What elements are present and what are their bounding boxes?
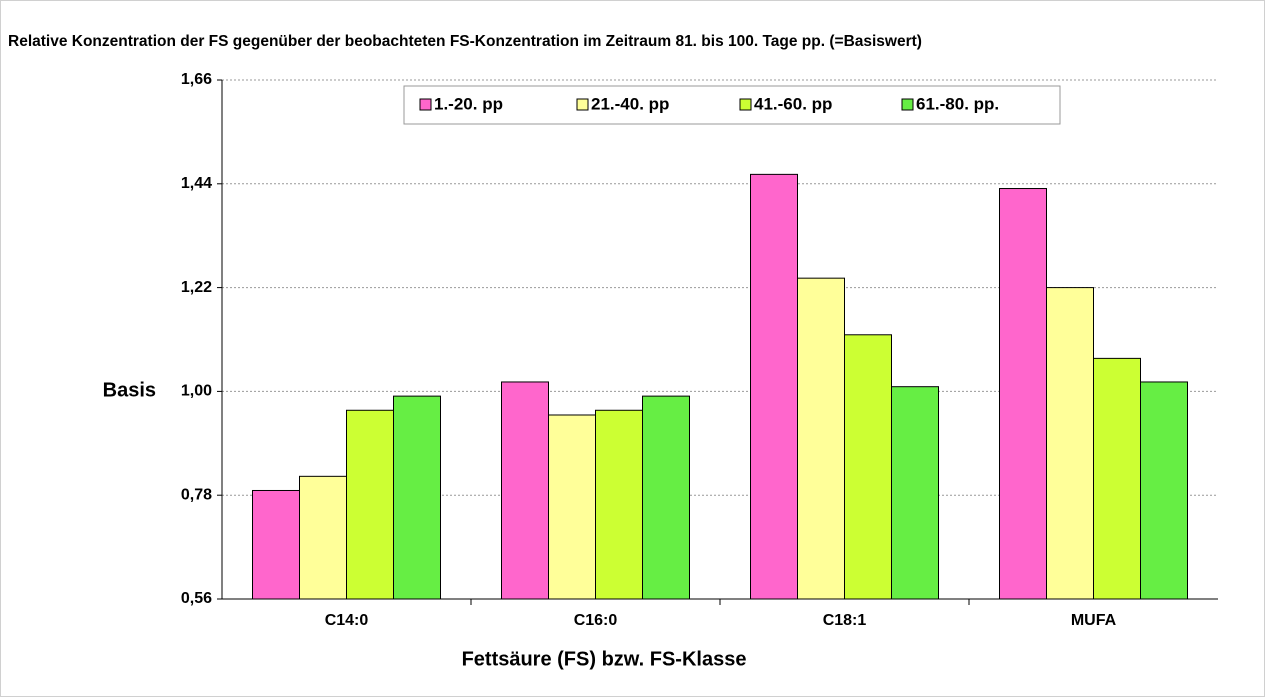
bar [595, 409, 643, 600]
y-axis-title: Basis [103, 380, 156, 402]
legend-label: 61.-80. pp. [916, 94, 999, 113]
bar [393, 395, 441, 600]
bar [797, 277, 845, 600]
x-tick-label: C16:0 [574, 612, 618, 629]
y-tick-label: 0,56 [181, 590, 212, 607]
bar [346, 409, 394, 600]
legend-label: 21.-40. pp [591, 94, 669, 113]
bar [844, 334, 892, 600]
legend-swatch [576, 98, 589, 111]
bar [999, 188, 1047, 600]
legend-label: 41.-60. pp [754, 94, 832, 113]
bar [1093, 357, 1141, 600]
x-tick-label: C18:1 [823, 612, 867, 629]
legend-swatch [739, 98, 752, 111]
bar [252, 489, 300, 600]
legend-label: 1.-20. pp [434, 94, 503, 113]
y-tick-label: 0,78 [181, 486, 212, 503]
bar [891, 386, 939, 600]
legend-swatch [901, 98, 914, 111]
y-tick-label: 1,22 [181, 279, 212, 296]
chart-title: Relative Konzentration der FS gegenüber … [8, 33, 922, 50]
legend-swatch [419, 98, 432, 111]
x-axis-title: Fettsäure (FS) bzw. FS-Klasse [462, 648, 747, 670]
bar [501, 381, 549, 600]
bar [1046, 287, 1094, 600]
y-tick-label: 1,66 [181, 71, 212, 88]
y-tick-label: 1,44 [181, 175, 212, 192]
y-tick-label: 1,00 [181, 383, 212, 400]
bar [750, 173, 798, 600]
bar [642, 395, 690, 600]
x-tick-label: MUFA [1071, 612, 1117, 629]
legend-box [403, 85, 1061, 125]
x-tick-label: C14:0 [325, 612, 369, 629]
bar [548, 414, 596, 600]
bar [1140, 381, 1188, 600]
bar [299, 475, 347, 600]
